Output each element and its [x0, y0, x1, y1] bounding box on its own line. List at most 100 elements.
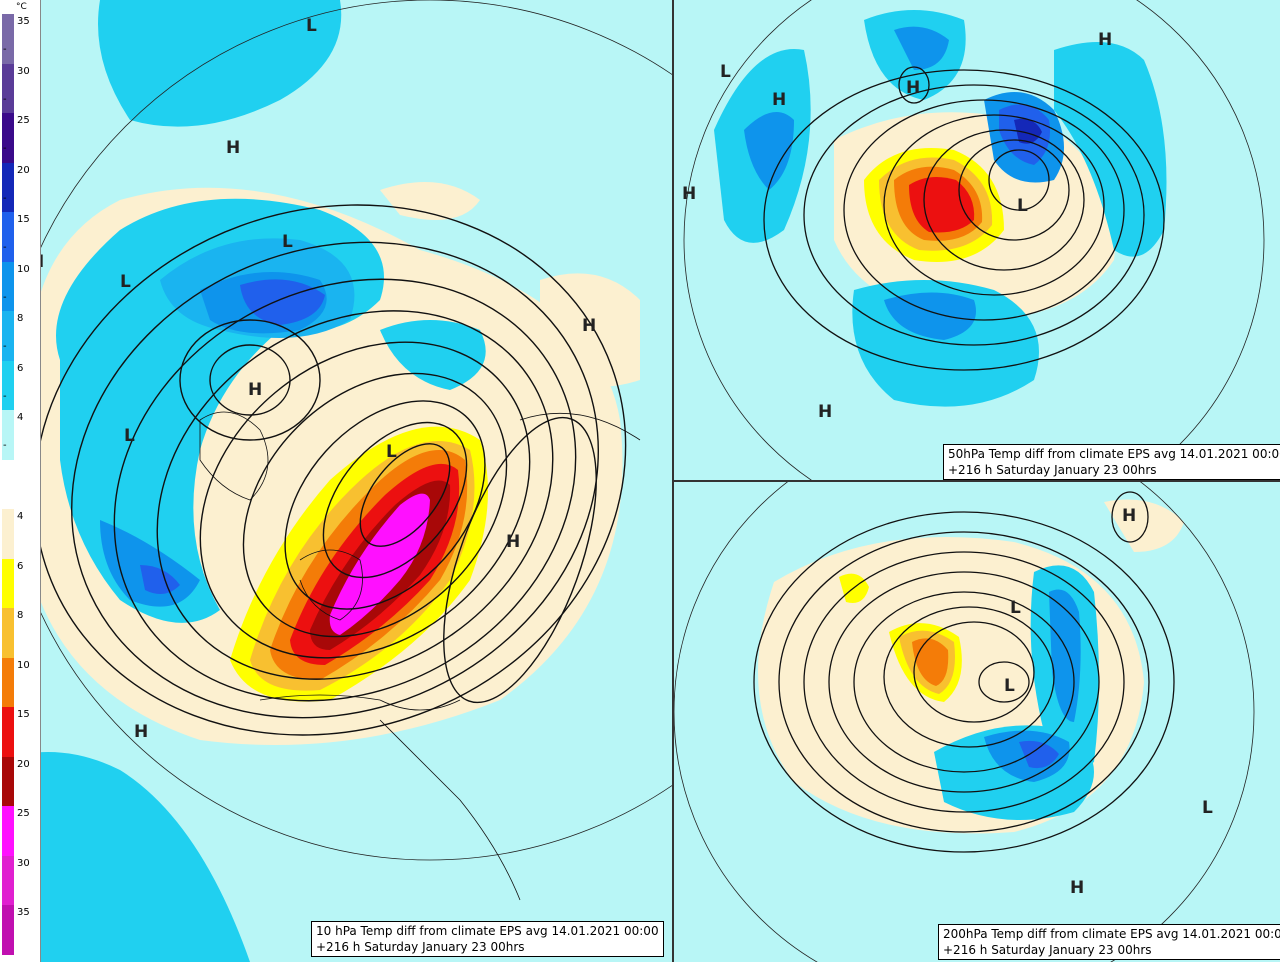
- legend-label: 20: [17, 758, 30, 770]
- legend-sign: -: [3, 242, 7, 253]
- pressure-label: L: [1017, 196, 1028, 216]
- pressure-label: L: [120, 272, 131, 292]
- legend-label: 4: [17, 511, 24, 522]
- pressure-label: H: [818, 402, 833, 422]
- anomaly-orange: [912, 638, 949, 686]
- map-50hpa-canvas: [683, 0, 1265, 480]
- anomaly-cream-northeast: [1104, 499, 1184, 552]
- legend-swatch: [2, 459, 14, 509]
- pressure-label: L: [306, 16, 317, 36]
- legend-label: 10: [17, 659, 30, 671]
- legend-swatch: [2, 63, 14, 113]
- contours-200hpa: [753, 491, 1175, 853]
- legend-unit: °C: [16, 2, 27, 12]
- pressure-label: L: [386, 442, 397, 462]
- pressure-label: L: [720, 62, 731, 82]
- legend-swatch: [2, 756, 14, 806]
- legend-label: 15: [17, 709, 30, 720]
- legend-swatch: [2, 509, 14, 559]
- legend-label: 8: [17, 313, 24, 324]
- anomaly-blue-east: [1049, 589, 1081, 722]
- anomaly-lightblue-arctic: [380, 320, 486, 390]
- map-10hpa-canvas: [0, 0, 672, 962]
- projection-circle: [674, 482, 1255, 962]
- map-caption-200hpa: 200hPa Temp diff from climate EPS avg 14…: [938, 924, 1280, 960]
- legend-swatch: [2, 657, 14, 707]
- pressure-label: H: [1098, 30, 1113, 50]
- legend-label: 4: [17, 412, 24, 423]
- legend-swatch: [2, 806, 14, 856]
- pressure-label: L: [1010, 598, 1021, 618]
- anomaly-cream-atlantic: [540, 273, 640, 387]
- caption-title: 50hPa Temp diff from climate EPS avg 14.…: [948, 447, 1280, 461]
- legend-label: 6: [17, 362, 24, 374]
- legend-swatch: [2, 261, 14, 311]
- legend-sign: -: [3, 440, 7, 451]
- legend-label: 8: [17, 610, 24, 621]
- legend-swatch: [2, 360, 14, 410]
- map-caption-50hpa: 50hPa Temp diff from climate EPS avg 14.…: [943, 444, 1280, 480]
- pressure-label: L: [124, 426, 135, 446]
- legend-swatch: [2, 311, 14, 361]
- map-200hpa-canvas: [674, 482, 1255, 962]
- pressure-label: H: [226, 138, 241, 158]
- pressure-label: H: [1070, 878, 1085, 898]
- legend-swatch: [2, 707, 14, 757]
- contours-10hpa: [33, 204, 627, 736]
- legend-label: 35: [17, 907, 30, 918]
- legend-label: 30: [17, 857, 30, 869]
- pressure-label: L: [1202, 798, 1213, 818]
- legend-label: 20: [17, 164, 30, 176]
- projection-circle: [0, 0, 672, 861]
- legend-label: 35: [17, 16, 30, 27]
- map-caption-10hpa: 10 hPa Temp diff from climate EPS avg 14…: [311, 921, 664, 957]
- caption-title: 200hPa Temp diff from climate EPS avg 14…: [943, 927, 1280, 941]
- pressure-label: L: [1004, 676, 1015, 696]
- anomaly-blue-north: [894, 26, 949, 71]
- pressure-label: H: [506, 532, 521, 552]
- anomaly-lightblue-top: [98, 0, 342, 127]
- anomaly-deepblue-south: [1019, 740, 1059, 769]
- legend-swatch: [2, 212, 14, 262]
- legend-label: 25: [17, 808, 30, 819]
- legend-swatch: [2, 162, 14, 212]
- legend-sign: -: [3, 341, 7, 352]
- coastlines-10hpa: [199, 411, 641, 901]
- anomaly-magenta: [329, 493, 430, 635]
- anomaly-lightblue-southwest: [0, 752, 250, 962]
- anomaly-lightblue-northeast: [1054, 42, 1167, 257]
- pressure-label: H: [1122, 506, 1137, 526]
- map-panel-10hpa: L H L H L H L L H H H 10 hPa Temp diff f…: [0, 0, 674, 962]
- legend-label: 25: [17, 115, 30, 126]
- legend-sign: -: [3, 390, 7, 402]
- anomaly-darkblue-northeast: [1014, 118, 1042, 144]
- legend-label: 30: [17, 65, 30, 77]
- legend-sign: -: [3, 93, 7, 105]
- legend-swatch: [2, 855, 14, 905]
- legend-swatch: [2, 113, 14, 163]
- anomaly-blue-south: [884, 292, 976, 340]
- legend-sign: -: [3, 291, 7, 303]
- legend-sign: -: [3, 44, 7, 55]
- contours-50hpa: [763, 66, 1165, 371]
- legend-swatch: [2, 14, 14, 64]
- anomaly-blue-west: [744, 112, 794, 190]
- caption-title: 10 hPa Temp diff from climate EPS avg 14…: [316, 924, 659, 938]
- pressure-label: H: [248, 380, 263, 400]
- legend-label: 15: [17, 214, 30, 225]
- anomaly-deepblue-southwest: [140, 565, 180, 594]
- caption-forecast-time: +216 h Saturday January 23 00hrs: [943, 943, 1152, 957]
- legend-swatch: [2, 410, 14, 460]
- legend-label: 6: [17, 560, 24, 572]
- legend-swatch: [2, 558, 14, 608]
- map-panel-50hpa: H L H H H L H 50hPa Temp diff from clima…: [674, 0, 1280, 482]
- pressure-label: L: [282, 232, 293, 252]
- legend-sign: -: [3, 192, 7, 204]
- projection-circle: [683, 0, 1265, 480]
- anomaly-cream-arctic: [380, 182, 480, 220]
- legend-sign: -: [3, 143, 7, 154]
- caption-forecast-time: +216 h Saturday January 23 00hrs: [316, 940, 525, 954]
- pressure-label: H: [682, 184, 697, 204]
- map-panel-200hpa: H L L L H 200hPa Temp diff from climate …: [674, 482, 1280, 962]
- pressure-label: H: [582, 316, 597, 336]
